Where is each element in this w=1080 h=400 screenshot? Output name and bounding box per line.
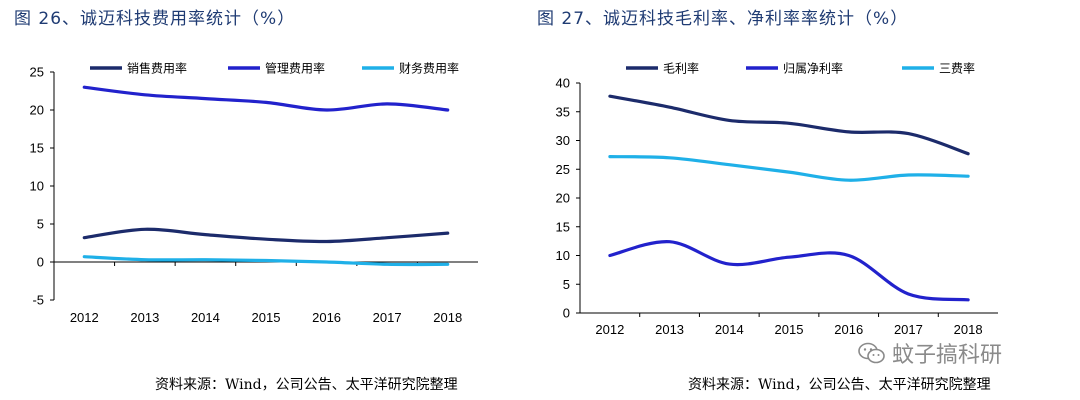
right-chart-y-tick-label: 25 <box>556 162 570 177</box>
left-chart-y-tick-label: 25 <box>30 65 44 80</box>
watermark-text: 蚊子搞科研 <box>892 343 1003 368</box>
right-chart-x-tick-label: 2012 <box>595 322 624 337</box>
right-chart-legend-label-2: 归属净利率 <box>783 61 843 76</box>
left-chart-legend-label-1: 销售费用率 <box>127 61 187 76</box>
left-chart-y-tick-label: 0 <box>37 255 44 270</box>
right-chart-y-tick-label: 0 <box>563 306 570 321</box>
right-chart-y-tick-label: 5 <box>563 277 570 292</box>
left-chart-x-tick-label: 2017 <box>373 310 402 325</box>
left-chart-legend-label-3: 财务费用率 <box>399 61 459 76</box>
right-chart-x-tick-label: 2014 <box>715 322 744 337</box>
right-chart-x-tick-label: 2018 <box>954 322 983 337</box>
right-chart-x-tick-label: 2016 <box>834 322 863 337</box>
left-chart-x-tick-label: 2012 <box>70 310 99 325</box>
right-chart-series-line-2 <box>608 240 970 302</box>
left-chart-y-tick-label: 20 <box>30 103 44 118</box>
left-chart-x-tick-label: 2015 <box>252 310 281 325</box>
right-chart-y-tick-label: 10 <box>556 248 570 263</box>
right-figure-title: 图 27、诚迈科技毛利率、净利率率统计（%） <box>537 9 909 29</box>
left-chart-x-tick-label: 2018 <box>433 310 462 325</box>
wechat-icon <box>858 342 885 364</box>
left-chart-y-tick-label: 5 <box>37 217 44 232</box>
right-chart-series-line-3 <box>608 155 970 182</box>
right-chart-legend-label-1: 毛利率 <box>663 61 699 76</box>
left-chart-y-tick-label: 15 <box>30 141 44 156</box>
right-chart-y-tick-label: 15 <box>556 219 570 234</box>
left-chart-series-line-1 <box>82 227 450 244</box>
right-chart-y-tick-label: 20 <box>556 191 570 206</box>
left-figure-title: 图 26、诚迈科技费用率统计（%） <box>14 9 296 29</box>
left-chart-x-tick-label: 2014 <box>191 310 220 325</box>
right-chart-legend-label-3: 三费率 <box>939 61 975 76</box>
left-chart-x-tick-label: 2013 <box>130 310 159 325</box>
left-chart-series-line-2 <box>82 85 450 112</box>
left-chart-y-tick-label: -5 <box>32 293 44 308</box>
right-chart-y-tick-label: 30 <box>556 133 570 148</box>
right-source-note: 资料来源：Wind，公司公告、太平洋研究院整理 <box>688 377 991 393</box>
right-chart-y-tick-label: 40 <box>556 76 570 91</box>
right-chart-x-tick-label: 2017 <box>894 322 923 337</box>
left-chart-x-tick-label: 2016 <box>312 310 341 325</box>
right-chart-y-tick-label: 35 <box>556 104 570 119</box>
left-source-note: 资料来源：Wind，公司公告、太平洋研究院整理 <box>155 377 458 393</box>
right-chart-x-tick-label: 2015 <box>775 322 804 337</box>
right-chart-x-tick-label: 2013 <box>655 322 684 337</box>
right-chart-series-line-1 <box>608 94 970 156</box>
left-chart-series-line-3 <box>82 255 450 267</box>
watermark: 蚊子搞科研 <box>858 337 1002 369</box>
left-chart-y-tick-label: 10 <box>30 179 44 194</box>
left-chart-legend-label-2: 管理费用率 <box>265 61 325 76</box>
